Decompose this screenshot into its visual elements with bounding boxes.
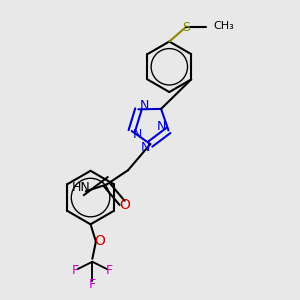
Text: N: N xyxy=(140,141,150,154)
Text: F: F xyxy=(89,278,96,290)
Text: F: F xyxy=(106,264,113,277)
Text: S: S xyxy=(182,21,190,34)
Text: N: N xyxy=(132,128,142,141)
Text: N: N xyxy=(140,99,150,112)
Text: O: O xyxy=(119,198,130,212)
Text: F: F xyxy=(71,264,79,277)
Text: HN: HN xyxy=(71,181,90,194)
Text: CH₃: CH₃ xyxy=(213,21,234,32)
Text: N: N xyxy=(157,120,167,133)
Text: O: O xyxy=(94,234,105,248)
